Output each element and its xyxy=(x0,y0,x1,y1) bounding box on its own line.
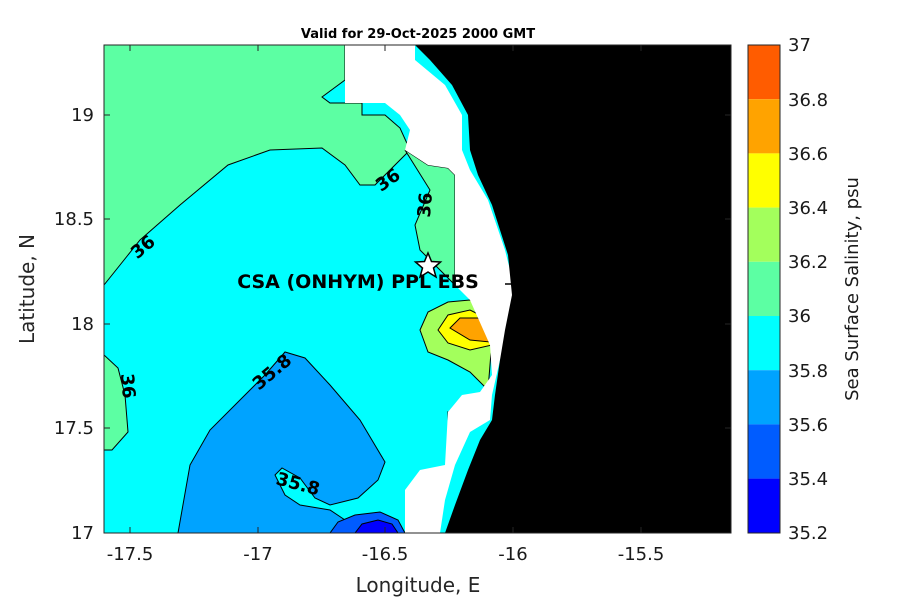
colorbar-swatch xyxy=(748,45,780,100)
salinity-fill-green-north xyxy=(104,45,411,286)
site-label: CSA (ONHYM) PPL EBS xyxy=(237,271,479,293)
colorbar-swatch xyxy=(748,207,780,262)
colorbar-tick-labels: 37 36.8 36.6 36.4 36.2 36 35.8 35.6 35.4… xyxy=(788,35,828,544)
colorbar-tick-label: 35.6 xyxy=(788,415,828,436)
y-tick-labels: 19 18.5 18 17.5 17 xyxy=(54,105,94,544)
colorbar-tick-label: 35.4 xyxy=(788,469,828,490)
colorbar-swatch xyxy=(748,370,780,425)
colorbar-tick-label: 37 xyxy=(788,35,811,56)
colorbar-swatch xyxy=(748,153,780,208)
plot-frame xyxy=(103,44,732,534)
colorbar-swatch xyxy=(748,424,780,479)
no-data-coastal-band xyxy=(345,45,515,533)
x-tick-label: -16.5 xyxy=(362,544,409,565)
colorbar-tick-label: 35.2 xyxy=(788,523,828,544)
salinity-fill-darkblue xyxy=(354,519,399,533)
y-tick-label: 18.5 xyxy=(54,209,94,230)
x-tick-label: -16 xyxy=(498,544,527,565)
contour-label-36-coast: 36 xyxy=(414,192,437,219)
colorbar-frame xyxy=(747,44,781,534)
y-tick-label: 19 xyxy=(71,105,94,126)
axis-ticks xyxy=(104,45,731,534)
x-axis-title: Longitude, E xyxy=(356,573,481,597)
colorbar-tick-label: 36.2 xyxy=(788,252,828,273)
salinity-fill-blue xyxy=(177,351,386,533)
y-tick-label: 17.5 xyxy=(54,418,94,439)
colorbar-tick-label: 36.8 xyxy=(788,90,828,111)
site-star-icon xyxy=(413,251,443,279)
colorbar-tick-label: 35.8 xyxy=(788,361,828,382)
y-tick-label: 17 xyxy=(71,523,94,544)
x-tick-labels: -17.5 -17 -16.5 -16 -15.5 xyxy=(107,544,665,565)
colorbar-title: Sea Surface Salinity, psu xyxy=(842,177,863,401)
colorbar-swatch xyxy=(748,316,780,371)
contour-label-36-margin: 36 xyxy=(116,373,139,400)
plot-title: Valid for 29-Oct-2025 2000 GMT xyxy=(301,27,535,42)
salinity-fill-green-west xyxy=(104,354,129,451)
x-tick-label: -15.5 xyxy=(618,544,665,565)
x-tick-label: -17 xyxy=(243,544,272,565)
x-tick-label: -17.5 xyxy=(107,544,154,565)
map-plot-area: 36 36 36 35.8 36 35.8 CSA (ONHYM) PPL EB… xyxy=(15,44,732,597)
colorbar-swatch xyxy=(748,478,780,533)
y-tick-label: 18 xyxy=(71,314,94,335)
colorbar: 37 36.8 36.6 36.4 36.2 36 35.8 35.6 35.4… xyxy=(747,35,863,544)
colorbar-tick-label: 36 xyxy=(788,306,811,327)
colorbar-swatch xyxy=(748,261,780,316)
colorbar-swatch xyxy=(748,99,780,154)
colorbar-tick-label: 36.6 xyxy=(788,144,828,165)
y-axis-title: Latitude, N xyxy=(15,234,39,344)
colorbar-tick-label: 36.4 xyxy=(788,198,828,219)
land-mass xyxy=(415,45,731,533)
